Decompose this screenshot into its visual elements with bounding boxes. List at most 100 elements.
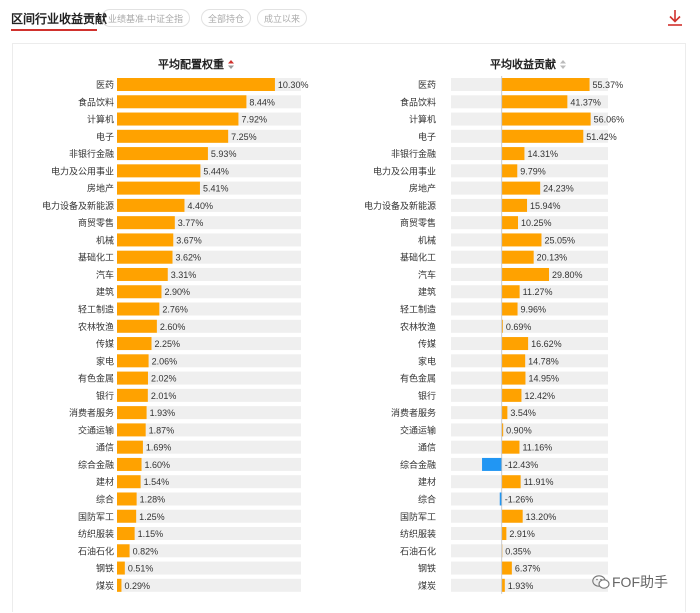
bar: [501, 388, 522, 402]
category-label: 农林牧渔: [400, 321, 436, 332]
bar: [117, 78, 275, 91]
category-label: 基础化工: [78, 252, 114, 263]
bar: [501, 285, 520, 299]
category-label: 机械: [418, 234, 436, 245]
value-label: 0.90%: [506, 425, 532, 435]
value-label: 0.69%: [506, 322, 532, 332]
value-label: 0.29%: [124, 581, 150, 591]
value-label: 5.41%: [203, 184, 229, 194]
bar-track: [117, 406, 301, 420]
value-label: 1.93%: [150, 408, 176, 418]
filter-benchmark[interactable]: 业绩基准-中证全指: [101, 9, 190, 27]
category-label: 商贸零售: [78, 217, 114, 228]
category-label: 纺织服装: [400, 528, 436, 539]
category-label: 石油石化: [78, 545, 114, 556]
bar: [117, 147, 208, 161]
value-label: 6.37%: [515, 564, 541, 574]
category-label: 交通运输: [78, 424, 114, 435]
bar: [117, 198, 185, 212]
sort-icon[interactable]: [560, 60, 566, 69]
category-label: 非银行金融: [69, 148, 114, 159]
bar-track: [117, 440, 301, 454]
category-label: 机械: [96, 234, 114, 245]
bar: [501, 181, 541, 195]
bar: [117, 319, 157, 333]
bar-track: [451, 164, 608, 178]
category-label: 传媒: [418, 338, 436, 349]
bar: [501, 337, 529, 351]
category-label: 电力及公用事业: [51, 165, 114, 176]
bar-track: [117, 561, 301, 575]
bar-track: [451, 475, 608, 489]
value-label: 11.16%: [522, 443, 552, 453]
bar: [117, 406, 147, 420]
value-label: 1.69%: [146, 443, 172, 453]
bar: [117, 354, 149, 368]
bar-track: [117, 509, 301, 523]
bar-track: [117, 578, 301, 592]
category-label: 银行: [96, 390, 114, 401]
category-label: 轻工制造: [400, 304, 436, 315]
value-label: 55.37%: [593, 80, 624, 90]
category-label: 医药: [96, 80, 114, 90]
bar-track: [117, 319, 301, 333]
category-label: 钢铁: [418, 563, 436, 574]
bar: [501, 112, 591, 126]
bar-track: [117, 475, 301, 489]
filter-period[interactable]: 成立以来: [257, 9, 308, 27]
bar: [117, 527, 135, 541]
value-label: 1.93%: [508, 581, 534, 591]
value-label: 10.25%: [521, 218, 552, 228]
value-label: 15.94%: [530, 201, 561, 211]
bar-track: [117, 371, 301, 385]
bar: [117, 561, 125, 575]
sort-icon[interactable]: [228, 60, 234, 69]
value-label: -12.43%: [505, 460, 539, 470]
category-label: 石油石化: [400, 545, 436, 556]
bar-track: [451, 388, 608, 402]
bar: [117, 492, 137, 506]
category-label: 房地产: [409, 183, 436, 194]
category-label: 煤炭: [96, 580, 114, 591]
value-label: 20.13%: [537, 253, 568, 263]
category-label: 建筑: [96, 286, 114, 297]
filter-holdings[interactable]: 全部持仓: [201, 9, 252, 27]
download-icon[interactable]: [666, 8, 684, 28]
value-label: 3.67%: [176, 235, 202, 245]
category-label: 国防军工: [78, 511, 114, 522]
category-label: 综合: [96, 493, 114, 504]
category-label: 建材: [418, 476, 436, 487]
category-label: 消费者服务: [69, 407, 114, 418]
bar: [117, 233, 174, 247]
bar: [501, 527, 507, 541]
bar-track: [451, 285, 608, 299]
value-label: 16.62%: [531, 339, 562, 349]
value-label: 2.90%: [164, 287, 190, 297]
bar-track: [451, 578, 608, 592]
category-label: 计算机: [87, 114, 114, 125]
value-label: -1.26%: [505, 494, 534, 504]
bar-track: [117, 354, 301, 368]
category-label: 非银行金融: [391, 148, 436, 159]
category-label: 通信: [96, 442, 114, 453]
category-label: 有色金属: [78, 373, 114, 384]
bar-track: [451, 406, 608, 420]
value-label: 5.44%: [203, 166, 229, 176]
value-label: 1.54%: [144, 477, 170, 487]
category-label: 电子: [418, 131, 436, 142]
bar: [501, 78, 590, 91]
bar: [501, 371, 526, 385]
bar: [501, 250, 534, 264]
bar-track: [451, 492, 608, 506]
category-label: 食品饮料: [400, 96, 436, 107]
category-label: 综合金融: [78, 459, 114, 470]
category-label: 计算机: [409, 114, 436, 125]
bar: [499, 492, 502, 506]
bar-track: [117, 388, 301, 402]
value-label: 3.62%: [176, 253, 202, 263]
value-label: 14.95%: [528, 374, 559, 384]
category-label: 农林牧渔: [78, 321, 114, 332]
bar: [117, 95, 247, 109]
bar: [501, 509, 523, 523]
